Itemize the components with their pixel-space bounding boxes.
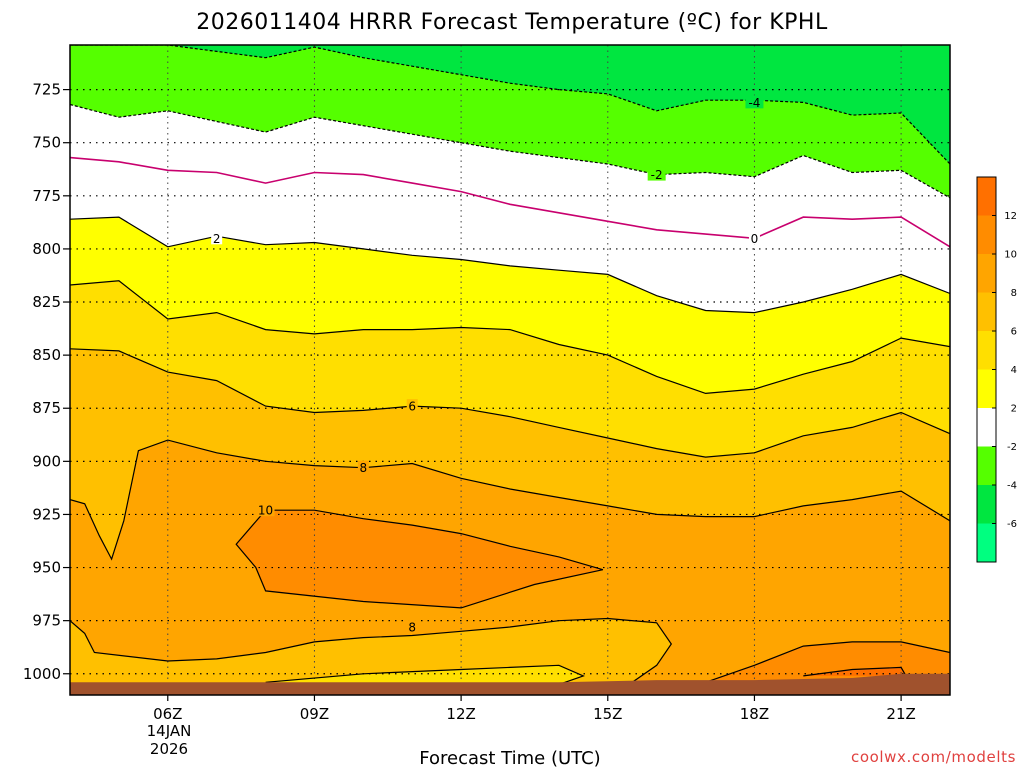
colorbar-label: -4 <box>1007 481 1017 492</box>
x-tick-label: 21Z <box>886 705 915 723</box>
grid-lines <box>70 45 950 695</box>
contour-line-6 <box>70 348 950 458</box>
colorbar-label: -2 <box>1007 442 1017 453</box>
y-tick-label: 850 <box>32 346 61 364</box>
band-4to6-surface <box>265 665 584 685</box>
colorbar-swatch <box>977 292 996 331</box>
contour-label-bg <box>647 167 666 181</box>
contour-label: 10 <box>258 504 273 518</box>
colorbar-swatch <box>977 446 996 485</box>
colorbar-label: 12 <box>1004 211 1017 222</box>
contour-label: 2 <box>213 232 221 246</box>
y-tick-label: 950 <box>32 559 61 577</box>
contour-label: 6 <box>408 400 416 414</box>
ground-fill <box>70 673 950 695</box>
contour-label-bg <box>748 231 760 245</box>
contour-line-0 <box>70 156 950 248</box>
date-label-day: 14JAN <box>147 722 192 740</box>
chart-title: 2026011404 HRRR Forecast Temperature (ºC… <box>196 10 828 35</box>
contour-labels: -4 -2 0 2 6 8 10 8 <box>211 95 764 635</box>
y-tick-label: 1000 <box>23 665 61 683</box>
y-tick-label: 750 <box>32 134 61 152</box>
contour-label: -2 <box>651 168 663 182</box>
contour-label: 0 <box>751 232 759 246</box>
x-tick-label: 12Z <box>446 705 475 723</box>
contour-label-bg <box>256 503 275 517</box>
temperature-bands <box>70 45 950 695</box>
contour-lines <box>70 45 950 685</box>
colorbar-label: -6 <box>1007 519 1017 530</box>
x-tick-label: 18Z <box>740 705 769 723</box>
contour-line-10 <box>803 666 907 677</box>
contour-label-bg <box>406 620 418 634</box>
colorbar-swatch <box>977 331 996 370</box>
plot-frame <box>69 44 951 696</box>
y-tick-label: 825 <box>32 293 61 311</box>
ground-surface <box>70 673 950 695</box>
y-tick-label: 800 <box>32 240 61 258</box>
y-axis: 725 750 775 800 825 850 875 900 925 950 975 1000 <box>23 81 70 683</box>
x-axis: 06Z 09Z 12Z 15Z 18Z 21Z <box>153 695 916 723</box>
colorbar-swatch <box>977 215 996 254</box>
y-tick-label: 875 <box>32 399 61 417</box>
x-tick-label: 09Z <box>300 705 329 723</box>
contour-label-bg <box>745 95 764 109</box>
contour-line-8 <box>705 641 950 683</box>
colorbar-label: 8 <box>1011 288 1017 299</box>
source-credit: coolwx.com/modelts <box>851 748 1016 766</box>
contour-line-4 <box>70 280 950 395</box>
y-tick-label: 925 <box>32 505 61 523</box>
date-label-year: 2026 <box>150 740 188 758</box>
colorbar-label: 4 <box>1011 365 1017 376</box>
y-tick-label: 900 <box>32 452 61 470</box>
x-axis-label: Forecast Time (UTC) <box>419 748 600 768</box>
contour-line-8 <box>70 439 950 561</box>
band-below-minus4 <box>70 45 950 164</box>
contour-line-10 <box>235 509 604 609</box>
colorbar-swatch <box>977 369 996 408</box>
contour-label-bg <box>406 399 418 413</box>
y-tick-label: 775 <box>32 187 61 205</box>
colorbar-swatch <box>977 485 996 524</box>
colorbar-label: 10 <box>1004 250 1017 261</box>
colorbar-swatch <box>977 177 996 216</box>
contour-line-6 <box>265 664 585 685</box>
colorbar: 12 10 8 6 4 2 -2 -4 -6 <box>976 176 1017 563</box>
contour-label: 8 <box>408 621 416 635</box>
colorbar-swatch <box>977 254 996 293</box>
colorbar-label: 2 <box>1011 404 1017 415</box>
colorbar-swatch <box>977 523 996 562</box>
band-10-pocket <box>236 510 603 608</box>
contour-label-bg <box>211 231 223 245</box>
x-tick-label: 06Z <box>153 705 182 723</box>
colorbar-swatch <box>977 408 996 447</box>
contour-label-bg <box>357 460 369 474</box>
y-tick-label: 725 <box>32 81 61 99</box>
x-tick-label: 15Z <box>593 705 622 723</box>
contour-label: 8 <box>360 461 368 475</box>
contour-line-8 <box>70 617 673 683</box>
y-tick-label: 975 <box>32 612 61 630</box>
contour-label: -4 <box>748 96 760 110</box>
band-12-surface <box>803 667 906 676</box>
contour-line--4 <box>70 45 950 165</box>
colorbar-label: 6 <box>1011 327 1017 338</box>
